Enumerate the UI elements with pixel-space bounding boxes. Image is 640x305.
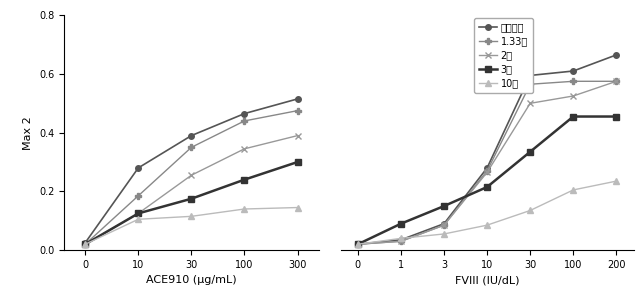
10倍 xyxy=(612,179,620,183)
3倍 xyxy=(483,185,491,189)
2倍 xyxy=(294,134,301,138)
Line: 3倍: 3倍 xyxy=(83,159,300,247)
1.33倍 xyxy=(570,80,577,83)
希釈なし xyxy=(483,166,491,170)
1.33倍 xyxy=(294,109,301,113)
10倍 xyxy=(294,206,301,209)
希釈なし xyxy=(397,238,405,242)
10倍 xyxy=(526,209,534,212)
3倍 xyxy=(354,242,362,246)
Line: 10倍: 10倍 xyxy=(83,205,300,247)
希釈なし xyxy=(134,166,142,170)
10倍 xyxy=(354,242,362,246)
3倍 xyxy=(526,150,534,154)
3倍 xyxy=(241,178,248,181)
2倍 xyxy=(612,80,620,83)
2倍 xyxy=(570,94,577,98)
Legend: 希釈なし, 1.33倍, 2倍, 3倍, 10倍: 希釈なし, 1.33倍, 2倍, 3倍, 10倍 xyxy=(474,18,532,93)
1.33倍 xyxy=(483,169,491,173)
3倍 xyxy=(397,222,405,225)
1.33倍 xyxy=(354,242,362,246)
2倍 xyxy=(134,212,142,215)
希釈なし xyxy=(612,53,620,57)
希釈なし xyxy=(188,134,195,138)
3倍 xyxy=(612,115,620,118)
1.33倍 xyxy=(440,223,448,227)
Line: 1.33倍: 1.33倍 xyxy=(355,78,619,247)
3倍 xyxy=(440,204,448,208)
10倍 xyxy=(570,188,577,192)
10倍 xyxy=(483,223,491,227)
3倍 xyxy=(81,242,89,246)
希釈なし xyxy=(294,97,301,101)
X-axis label: ACE910 (μg/mL): ACE910 (μg/mL) xyxy=(146,275,237,285)
希釈なし xyxy=(526,74,534,77)
3倍 xyxy=(294,160,301,164)
2倍 xyxy=(440,223,448,227)
2倍 xyxy=(241,147,248,151)
1.33倍 xyxy=(526,82,534,86)
希釈なし xyxy=(354,242,362,246)
10倍 xyxy=(241,207,248,211)
2倍 xyxy=(188,174,195,177)
希釈なし xyxy=(241,112,248,115)
3倍 xyxy=(188,197,195,201)
2倍 xyxy=(81,242,89,246)
10倍 xyxy=(440,232,448,236)
希釈なし xyxy=(81,241,89,245)
10倍 xyxy=(188,214,195,218)
2倍 xyxy=(354,242,362,246)
3倍 xyxy=(134,212,142,215)
X-axis label: FVIII (IU/dL): FVIII (IU/dL) xyxy=(455,275,520,285)
2倍 xyxy=(397,239,405,243)
Line: 3倍: 3倍 xyxy=(355,114,619,247)
10倍 xyxy=(81,242,89,246)
1.33倍 xyxy=(612,80,620,83)
Line: 希釈なし: 希釈なし xyxy=(83,96,300,246)
1.33倍 xyxy=(81,242,89,246)
Line: 2倍: 2倍 xyxy=(355,78,620,248)
Line: 10倍: 10倍 xyxy=(355,178,619,247)
Y-axis label: Max 2: Max 2 xyxy=(23,116,33,149)
3倍 xyxy=(570,115,577,118)
希釈なし xyxy=(440,222,448,225)
10倍 xyxy=(397,237,405,240)
Line: 希釈なし: 希釈なし xyxy=(355,52,619,247)
10倍 xyxy=(134,217,142,221)
1.33倍 xyxy=(188,145,195,149)
2倍 xyxy=(526,102,534,105)
2倍 xyxy=(483,170,491,174)
Line: 2倍: 2倍 xyxy=(82,132,301,248)
1.33倍 xyxy=(134,194,142,198)
希釈なし xyxy=(570,69,577,73)
1.33倍 xyxy=(397,239,405,243)
1.33倍 xyxy=(241,119,248,123)
Line: 1.33倍: 1.33倍 xyxy=(83,108,300,247)
